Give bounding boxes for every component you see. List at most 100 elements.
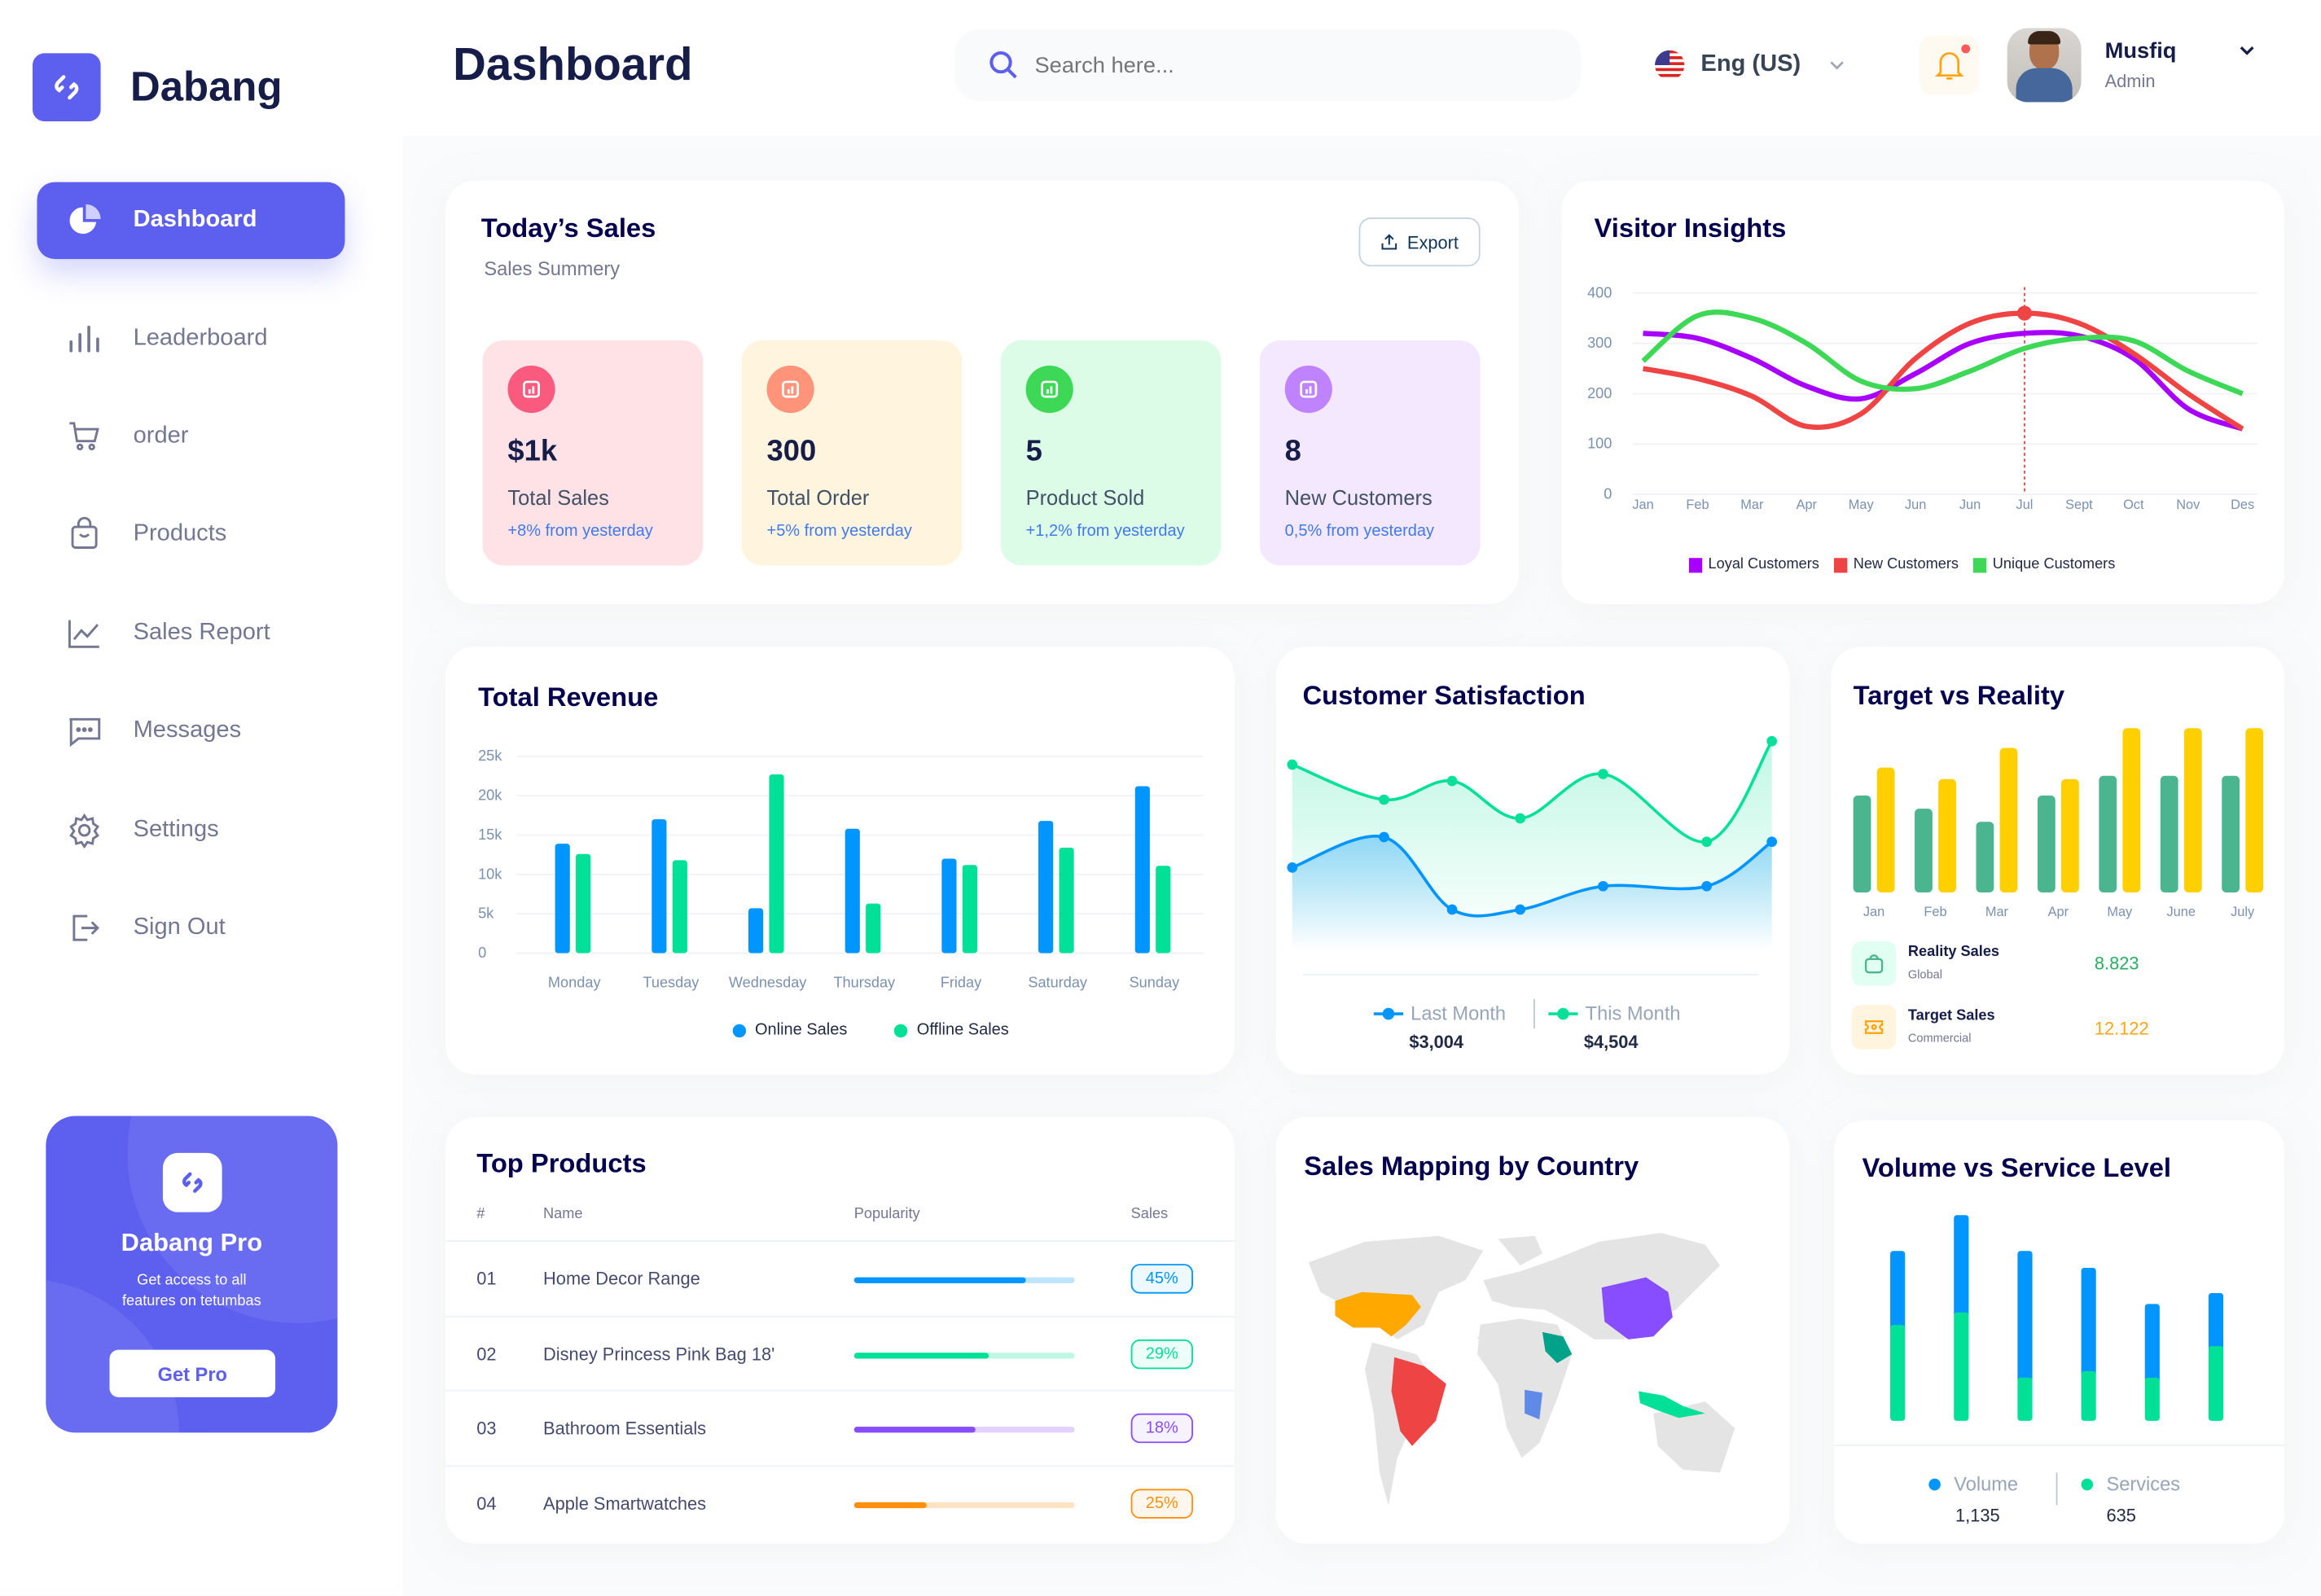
x-tick-label: Wednesday xyxy=(729,974,807,990)
pro-promo-card: Dabang Pro Get access to all features on… xyxy=(46,1116,338,1433)
bar-services[interactable] xyxy=(2081,1370,2096,1421)
avatar[interactable] xyxy=(2007,28,2082,103)
bar-offline-sales[interactable] xyxy=(769,774,784,954)
notification-button[interactable] xyxy=(1920,35,1980,95)
bar-volume[interactable] xyxy=(2144,1304,2160,1383)
search-box[interactable] xyxy=(954,29,1582,101)
popularity-bar xyxy=(853,1427,1075,1433)
bar-online-sales[interactable] xyxy=(555,844,570,954)
series-line-loyal-customers xyxy=(1643,330,2244,432)
visitor-insights-card: Visitor Insights 0 100 200 300 400 Jan Feb Mar A… xyxy=(1561,180,2284,604)
search-input[interactable] xyxy=(1034,52,1538,78)
data-point[interactable] xyxy=(1379,831,1389,843)
bar-reality-sales[interactable] xyxy=(2222,775,2240,893)
bar-volume[interactable] xyxy=(2208,1293,2224,1351)
highlight-point[interactable] xyxy=(2016,305,2033,321)
x-tick-label: Sept xyxy=(2065,498,2093,512)
bar-offline-sales[interactable] xyxy=(962,865,977,954)
data-point[interactable] xyxy=(1446,775,1458,787)
data-point[interactable] xyxy=(1766,836,1778,848)
bar-reality-sales[interactable] xyxy=(2160,775,2178,893)
table-row[interactable]: 03 Bathroom Essentials 18% xyxy=(445,1389,1235,1464)
data-point[interactable] xyxy=(1379,794,1389,805)
data-point[interactable] xyxy=(1446,904,1458,915)
legend-item[interactable]: Loyal Customers xyxy=(1688,556,1819,572)
bar-online-sales[interactable] xyxy=(748,908,764,954)
bar-reality-sales[interactable] xyxy=(2037,795,2056,893)
bar-target-sales[interactable] xyxy=(2245,728,2264,893)
legend-item[interactable]: Offline Sales xyxy=(894,1021,1009,1039)
bar-online-sales[interactable] xyxy=(845,828,860,954)
x-tick-label: Jun xyxy=(1959,498,1981,512)
bar-reality-sales[interactable] xyxy=(1853,795,1871,893)
sidebar-item-label: Leaderboard xyxy=(133,325,268,351)
bar-offline-sales[interactable] xyxy=(866,903,881,954)
data-point[interactable] xyxy=(1598,769,1608,779)
total-revenue-chart: 0 5k 10k 15k 20k 25k Monday Tuesday Wednesday Thu… xyxy=(478,748,1204,990)
sidebar-item-sign-out[interactable]: Sign Out xyxy=(37,889,344,967)
bar-services[interactable] xyxy=(1890,1325,1906,1421)
sidebar-item-label: Sales Report xyxy=(133,620,270,646)
area-fill xyxy=(1292,835,1772,950)
legend-dot xyxy=(1928,1477,1941,1490)
data-point[interactable] xyxy=(1287,862,1298,873)
bar-offline-sales[interactable] xyxy=(576,853,591,954)
data-point[interactable] xyxy=(1701,880,1713,892)
bar-offline-sales[interactable] xyxy=(1156,866,1171,954)
bar-volume[interactable] xyxy=(1890,1251,1906,1330)
region-saudi-arabia xyxy=(1542,1331,1573,1364)
bar-target-sales[interactable] xyxy=(2122,728,2141,893)
bar-services[interactable] xyxy=(2144,1377,2160,1421)
table-row[interactable]: 01 Home Decor Range 45% xyxy=(445,1240,1235,1314)
table-row[interactable]: 04 Apple Smartwatches 25% xyxy=(445,1464,1235,1539)
data-point[interactable] xyxy=(1598,880,1608,892)
export-button[interactable]: Export xyxy=(1358,217,1481,267)
sidebar-item-settings[interactable]: Settings xyxy=(37,791,344,869)
legend-item[interactable]: Unique Customers xyxy=(1973,556,2115,572)
bar-services[interactable] xyxy=(2017,1377,2033,1421)
data-point[interactable] xyxy=(1701,836,1713,848)
get-pro-button[interactable]: Get Pro xyxy=(109,1349,276,1397)
sidebar-item-products[interactable]: Products xyxy=(37,496,344,573)
bar-target-sales[interactable] xyxy=(1938,778,1956,893)
data-point[interactable] xyxy=(1515,813,1526,824)
bar-reality-sales[interactable] xyxy=(1915,809,1933,893)
column-header-name: Name xyxy=(543,1206,583,1223)
data-point[interactable] xyxy=(1515,904,1526,915)
bar-volume[interactable] xyxy=(1954,1215,1969,1318)
bar-target-sales[interactable] xyxy=(1876,767,1895,893)
sidebar-item-dashboard[interactable]: Dashboard xyxy=(37,182,345,260)
bar-chart-icon xyxy=(69,325,99,353)
bar-online-sales[interactable] xyxy=(941,858,957,954)
legend-item[interactable]: Online Sales xyxy=(732,1021,847,1039)
bar-online-sales[interactable] xyxy=(652,819,667,954)
bar-volume[interactable] xyxy=(2081,1267,2096,1376)
bar-reality-sales[interactable] xyxy=(1976,822,1994,893)
user-menu-chevron-icon[interactable] xyxy=(2238,42,2256,59)
bar-online-sales[interactable] xyxy=(1134,786,1150,954)
card-subtitle: Sales Summery xyxy=(484,257,621,280)
bar-reality-sales[interactable] xyxy=(2099,775,2117,893)
chart-icon xyxy=(507,365,555,414)
table-row[interactable]: 02 Disney Princess Pink Bag 18' 29% xyxy=(445,1314,1235,1389)
todays-sales-card: Today’s Sales Sales Summery Export $1k T… xyxy=(445,180,1519,604)
sidebar-item-order[interactable]: order xyxy=(37,398,344,476)
sidebar-item-messages[interactable]: Messages xyxy=(37,693,344,770)
bar-offline-sales[interactable] xyxy=(672,860,687,954)
language-selector[interactable]: Eng (US) xyxy=(1655,50,1845,81)
sidebar-item-sales-report[interactable]: Sales Report xyxy=(37,595,344,673)
bar-target-sales[interactable] xyxy=(1999,748,2018,893)
sidebar-item-leaderboard[interactable]: Leaderboard xyxy=(37,300,344,378)
bar-offline-sales[interactable] xyxy=(1059,847,1074,954)
legend-item[interactable]: New Customers xyxy=(1834,556,1959,572)
bar-target-sales[interactable] xyxy=(2061,778,2079,893)
bar-volume[interactable] xyxy=(2017,1251,2033,1383)
bar-online-sales[interactable] xyxy=(1038,821,1054,954)
data-point[interactable] xyxy=(1766,735,1778,747)
kpi-change: +5% from yesterday xyxy=(766,522,912,541)
data-point[interactable] xyxy=(1287,759,1298,770)
bar-services[interactable] xyxy=(1954,1312,1969,1421)
bar-services[interactable] xyxy=(2208,1346,2224,1421)
bar-target-sales[interactable] xyxy=(2183,728,2202,893)
row-number: 03 xyxy=(476,1418,497,1439)
